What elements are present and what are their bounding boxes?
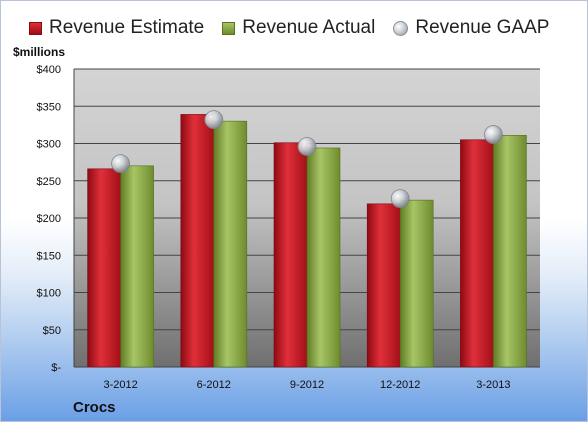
y-tick-label: $400: [37, 64, 61, 76]
y-tick-label: $50: [43, 325, 61, 337]
y-tick-label: $-: [51, 362, 61, 374]
legend-label-estimate: Revenue Estimate: [49, 17, 205, 38]
point-gaap-12-2012: [390, 189, 410, 209]
bar-actual-3-2013: [493, 135, 527, 368]
chart-legend: Revenue Estimate Revenue Actual Revenue …: [29, 17, 567, 39]
point-gaap-3-2013: [483, 125, 503, 144]
legend-item-actual: Revenue Actual: [222, 17, 375, 39]
bar-actual-9-2012: [306, 147, 341, 368]
point-gaap-6-2012: [204, 110, 224, 130]
legend-label-actual: Revenue Actual: [242, 17, 376, 38]
x-tick-label: 9-2012: [290, 379, 324, 391]
legend-item-estimate: Revenue Estimate: [29, 17, 204, 39]
bar-actual-12-2012: [399, 199, 434, 368]
bar-estimate-3-2013: [460, 139, 494, 368]
bar-actual-3-2012: [120, 165, 154, 368]
y-tick-label: $250: [37, 176, 61, 188]
point-gaap-3-2012: [111, 154, 130, 174]
y-tick-label: $350: [37, 101, 61, 113]
bar-actual-6-2012: [213, 120, 248, 368]
bar-estimate-12-2012: [366, 203, 401, 368]
legend-marker-gaap: [393, 20, 409, 36]
y-tick-label: $100: [37, 288, 61, 300]
legend-swatch-actual: [222, 21, 236, 35]
x-tick-label: 3-2012: [103, 379, 137, 391]
y-axis-unit-label: $millions: [13, 45, 66, 59]
point-gaap-9-2012: [297, 137, 317, 156]
y-tick-label: $300: [37, 139, 61, 151]
y-tick-label: $200: [37, 213, 61, 225]
bar-estimate-3-2012: [87, 168, 121, 368]
legend-swatch-estimate: [29, 21, 42, 35]
bar-estimate-6-2012: [180, 114, 215, 368]
x-tick-label: 12-2012: [380, 379, 420, 391]
legend-item-gaap: Revenue GAAP: [393, 17, 549, 39]
company-name: Crocs: [73, 399, 116, 416]
x-tick-label: 6-2012: [197, 379, 231, 391]
y-tick-label: $150: [37, 250, 61, 262]
x-tick-label: 3-2013: [476, 379, 510, 391]
legend-label-gaap: Revenue GAAP: [415, 17, 550, 38]
bar-estimate-9-2012: [273, 142, 308, 368]
